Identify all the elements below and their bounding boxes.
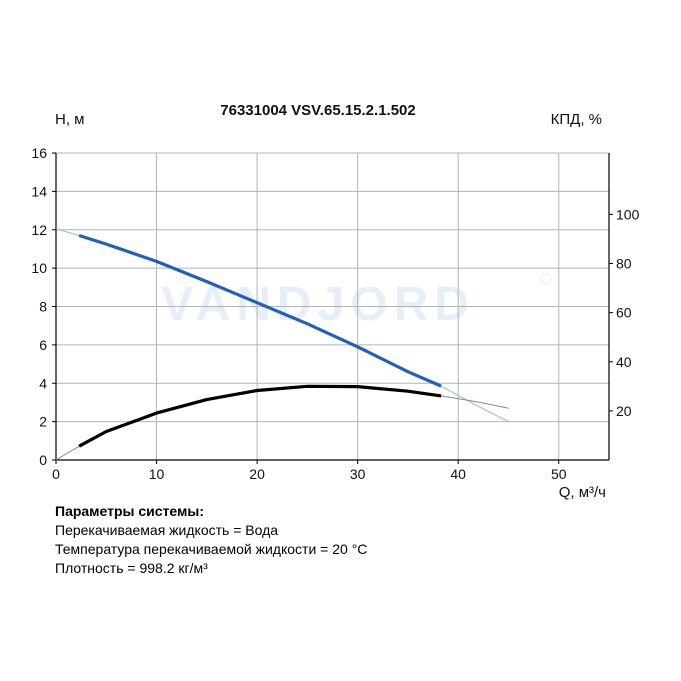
- y2-tick-label: 20: [616, 403, 632, 419]
- x-axis-label: Q, м³/ч: [559, 484, 606, 501]
- y2-tick-label: 100: [616, 206, 640, 222]
- pumped-fluid-text: Перекачиваемая жидкость = Вода: [55, 522, 279, 538]
- y-tick-label: 2: [39, 414, 47, 430]
- registered-mark-icon: [540, 273, 552, 285]
- y-axis-label: H, м: [55, 111, 84, 128]
- y2-tick-label: 80: [616, 256, 632, 272]
- efficiency-curve-extension-end: [441, 395, 509, 409]
- y2-axis-label: КПД, %: [551, 111, 602, 128]
- y-tick-label: 0: [39, 452, 47, 468]
- y-tick-label: 12: [31, 222, 47, 238]
- efficiency-curve: [78, 384, 442, 448]
- watermark-logo: VANDJORD: [161, 278, 475, 331]
- y-tick-label: 14: [31, 183, 47, 199]
- y-tick-label: 4: [39, 375, 47, 391]
- y-tick-label: 6: [39, 337, 47, 353]
- x-tick-label: 0: [52, 466, 60, 482]
- y-tick-label: 10: [31, 260, 47, 276]
- chart-title: 76331004 VSV.65.15.2.1.502: [220, 102, 415, 119]
- head-curve-extension-start: [55, 228, 80, 236]
- y2-tick-label: 40: [616, 354, 632, 370]
- y-tick-label: 8: [39, 299, 47, 315]
- density-text: Плотность = 998.2 кг/м³: [55, 560, 208, 576]
- head-curve-extension-end: [440, 385, 509, 423]
- system-parameters-title: Параметры системы:: [55, 503, 205, 519]
- y-tick-label: 16: [31, 145, 47, 161]
- fluid-temperature-text: Температура перекачиваемой жидкости = 20…: [55, 541, 368, 557]
- efficiency-curve-extension-start: [55, 445, 80, 461]
- system-parameters: Параметры системы: Перекачиваемая жидкос…: [55, 502, 367, 578]
- x-tick-label: 40: [450, 466, 466, 482]
- x-tick-label: 50: [551, 466, 567, 482]
- x-tick-label: 20: [249, 466, 265, 482]
- x-tick-label: 30: [350, 466, 366, 482]
- head-curve: [78, 233, 442, 388]
- y2-tick-label: 60: [616, 305, 632, 321]
- x-tick-label: 10: [149, 466, 165, 482]
